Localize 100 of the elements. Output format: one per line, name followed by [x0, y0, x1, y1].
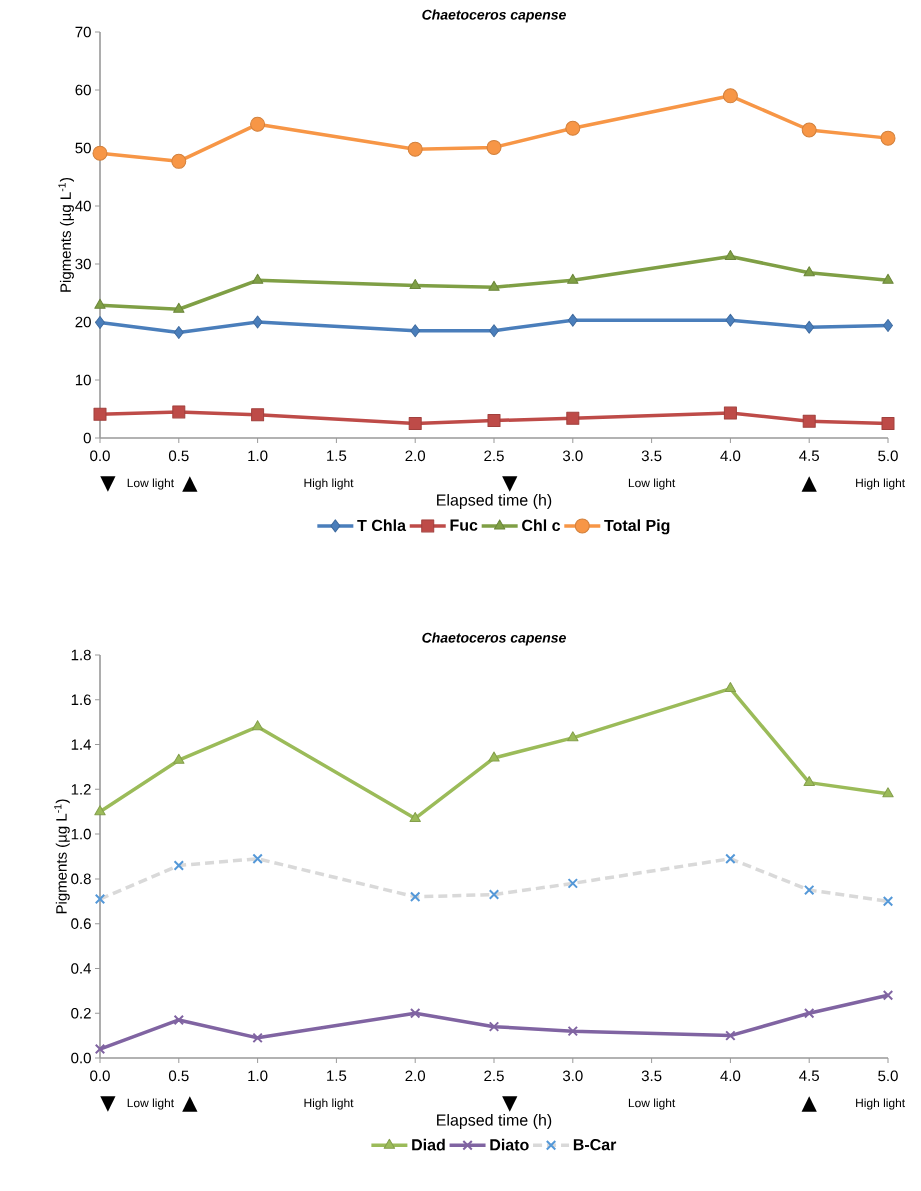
- point: [173, 302, 185, 313]
- point: [802, 414, 816, 428]
- point: [724, 682, 737, 693]
- text: High light: [856, 1098, 906, 1110]
- point: [93, 407, 107, 421]
- chart-title: Chaetoceros capense: [422, 9, 566, 23]
- x-tick-label: 1.5: [327, 1070, 347, 1081]
- point: [567, 731, 579, 742]
- x-tick-label: 1.0: [248, 1070, 268, 1082]
- y-tick-label: 1.2: [71, 784, 91, 795]
- point: [95, 316, 105, 330]
- x-tick-label: 3.5: [641, 1070, 662, 1082]
- x-tick-label: 4.0: [720, 1070, 741, 1082]
- y-tick-label: 70: [75, 26, 91, 38]
- point: [567, 273, 579, 284]
- point: [409, 278, 421, 289]
- text: High light: [856, 478, 906, 490]
- point: [882, 273, 894, 284]
- x-axis-title: Elapsed time (h): [437, 1114, 552, 1129]
- y-tick-label: 1.4: [71, 739, 92, 750]
- text: Low light: [127, 1098, 174, 1110]
- point: [251, 720, 264, 731]
- y-tick-label: 10: [75, 374, 91, 386]
- point: [803, 1007, 815, 1019]
- point: [725, 313, 736, 327]
- y-tick-label: 20: [75, 316, 91, 328]
- text: ▼: [100, 1096, 116, 1112]
- x-tick-label: 2.5: [484, 1070, 504, 1082]
- point: [252, 1032, 263, 1044]
- text: ▼: [502, 1096, 518, 1112]
- x-tick-label: 2.0: [405, 1070, 426, 1082]
- point: [409, 811, 421, 822]
- point: [251, 408, 265, 422]
- point: [409, 1007, 421, 1019]
- y-tick-label: 0.6: [71, 918, 91, 929]
- x-tick-label: 4.5: [799, 450, 819, 461]
- point: [881, 416, 895, 430]
- y-tick-label: 60: [75, 84, 91, 96]
- point: [173, 325, 184, 339]
- y-tick-label: 50: [75, 142, 91, 154]
- x-tick-label: 0.0: [90, 1070, 110, 1082]
- point: [94, 805, 106, 816]
- x-tick-label: 4.5: [799, 1070, 819, 1081]
- text: ▲: [182, 1096, 198, 1112]
- text: ▲: [801, 1096, 817, 1112]
- point: [723, 406, 737, 420]
- point: [724, 249, 737, 260]
- y-tick-label: 40: [75, 200, 91, 212]
- x-tick-label: 4.0: [720, 450, 741, 462]
- point: [250, 116, 266, 132]
- y-tick-label: 1.8: [71, 649, 91, 661]
- x-tick-label: 3.5: [641, 450, 662, 462]
- point: [173, 753, 185, 764]
- point: [488, 751, 500, 762]
- point: [801, 122, 817, 138]
- point: [882, 990, 894, 1001]
- point: [725, 1030, 736, 1041]
- point: [567, 1025, 579, 1037]
- point: [92, 145, 108, 161]
- point: [804, 320, 815, 334]
- legend-label: Diad: [412, 1138, 445, 1151]
- x-axis-title: Elapsed time (h): [437, 494, 552, 509]
- point: [882, 787, 894, 798]
- point: [883, 318, 894, 332]
- point: [488, 1021, 500, 1032]
- text: Low light: [127, 478, 174, 490]
- point: [407, 141, 423, 157]
- text: High light: [304, 1098, 354, 1110]
- point: [251, 273, 264, 284]
- text: ▼: [100, 476, 116, 492]
- x-tick-label: 3.0: [562, 450, 583, 462]
- chart-title: Chaetoceros capense: [422, 632, 566, 646]
- x-tick-label: 0.5: [168, 450, 189, 462]
- point: [94, 298, 106, 309]
- point: [173, 1014, 185, 1026]
- point: [252, 315, 263, 329]
- x-tick-label: 2.0: [405, 450, 426, 462]
- point: [94, 1043, 106, 1055]
- point: [172, 405, 186, 419]
- point: [488, 280, 500, 291]
- legend-label: Diato: [490, 1138, 529, 1151]
- text: Low light: [628, 1098, 676, 1110]
- point: [722, 88, 738, 104]
- point: [566, 411, 580, 425]
- y-tick-label: 1.0: [71, 828, 91, 840]
- point: [880, 130, 896, 146]
- text: ▼: [502, 476, 518, 492]
- point: [410, 324, 421, 338]
- legend-label: Chl c: [522, 519, 561, 532]
- y-tick-label: 0: [83, 432, 91, 444]
- legend-label: Fuc: [450, 519, 478, 531]
- x-tick-label: 5.0: [878, 450, 898, 462]
- text: High light: [304, 478, 354, 490]
- x-tick-label: 1.0: [248, 450, 268, 462]
- text: Low light: [628, 478, 676, 490]
- y-tick-label: 0.2: [71, 1007, 91, 1019]
- point: [489, 324, 499, 338]
- point: [803, 776, 815, 787]
- y-tick-label: 30: [75, 258, 91, 270]
- legend-label: B-Car: [573, 1138, 617, 1151]
